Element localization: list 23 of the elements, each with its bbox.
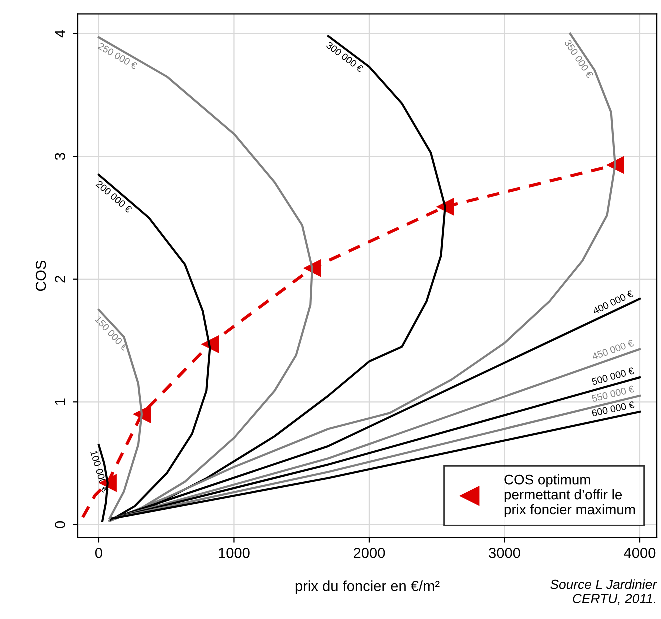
text: 200 000 € xyxy=(96,180,133,214)
text: 300 000 € xyxy=(326,42,364,73)
y-tick-label: 3 xyxy=(55,153,66,160)
x-tick-label: 2000 xyxy=(354,548,386,558)
x-tick-label: 0 xyxy=(95,548,102,558)
y-tick-label: 1 xyxy=(55,398,66,406)
x-tick-label: 3000 xyxy=(489,548,520,558)
x-tick-label: 1000 xyxy=(219,548,250,558)
text: 500 000 € xyxy=(592,367,635,386)
text: 250 000 € xyxy=(98,42,138,70)
text: 550 000 € xyxy=(592,386,635,402)
text: 400 000 € xyxy=(592,290,634,315)
y-axis-title: COS xyxy=(36,260,46,292)
y-tick-label: 0 xyxy=(55,521,66,528)
text: 600 000 € xyxy=(592,401,635,417)
x-axis-title: prix du foncier en €/m² xyxy=(296,580,440,594)
y-tick-label: 4 xyxy=(55,30,66,38)
x-tick-label: 4000 xyxy=(624,548,656,558)
text: 350 000 € xyxy=(564,39,594,79)
text: 450 000 € xyxy=(592,340,634,360)
y-tick-label: 2 xyxy=(55,276,66,283)
legend-label: COS optimum permettant d’offir le prix foncier maximum xyxy=(504,474,636,518)
source-note: Source L Jardinier CERTU, 2011. xyxy=(550,580,658,606)
